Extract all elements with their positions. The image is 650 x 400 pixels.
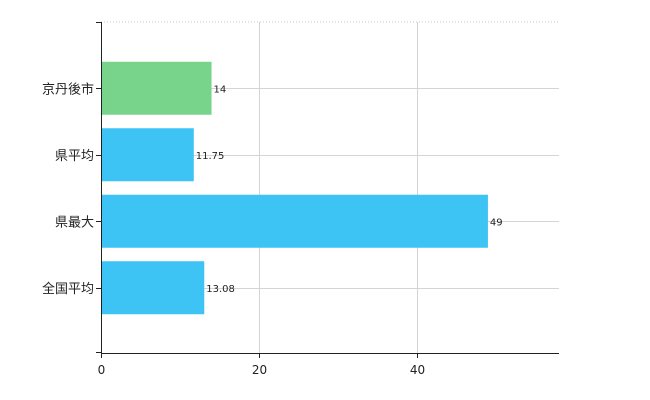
data-label-0: 14 bbox=[214, 84, 227, 95]
x-tick-label-2: 40 bbox=[410, 363, 425, 377]
x-tick-label-0: 0 bbox=[98, 363, 106, 377]
category-label-2: 県最大 bbox=[55, 215, 94, 230]
bar-2 bbox=[102, 194, 488, 248]
bar-1 bbox=[102, 128, 194, 182]
bars bbox=[102, 61, 488, 315]
x-tick-label-1: 20 bbox=[252, 363, 267, 377]
data-label-1: 11.75 bbox=[196, 151, 225, 162]
bar-3 bbox=[102, 261, 205, 315]
data-labels: 14 11.75 49 13.08 bbox=[196, 84, 503, 295]
data-label-2: 49 bbox=[490, 217, 503, 228]
category-label-1: 県平均 bbox=[55, 149, 94, 164]
category-label-0: 京丹後市 bbox=[42, 81, 94, 97]
data-label-3: 13.08 bbox=[206, 284, 235, 295]
bar-0 bbox=[102, 61, 212, 115]
category-label-3: 全国平均 bbox=[42, 281, 94, 297]
